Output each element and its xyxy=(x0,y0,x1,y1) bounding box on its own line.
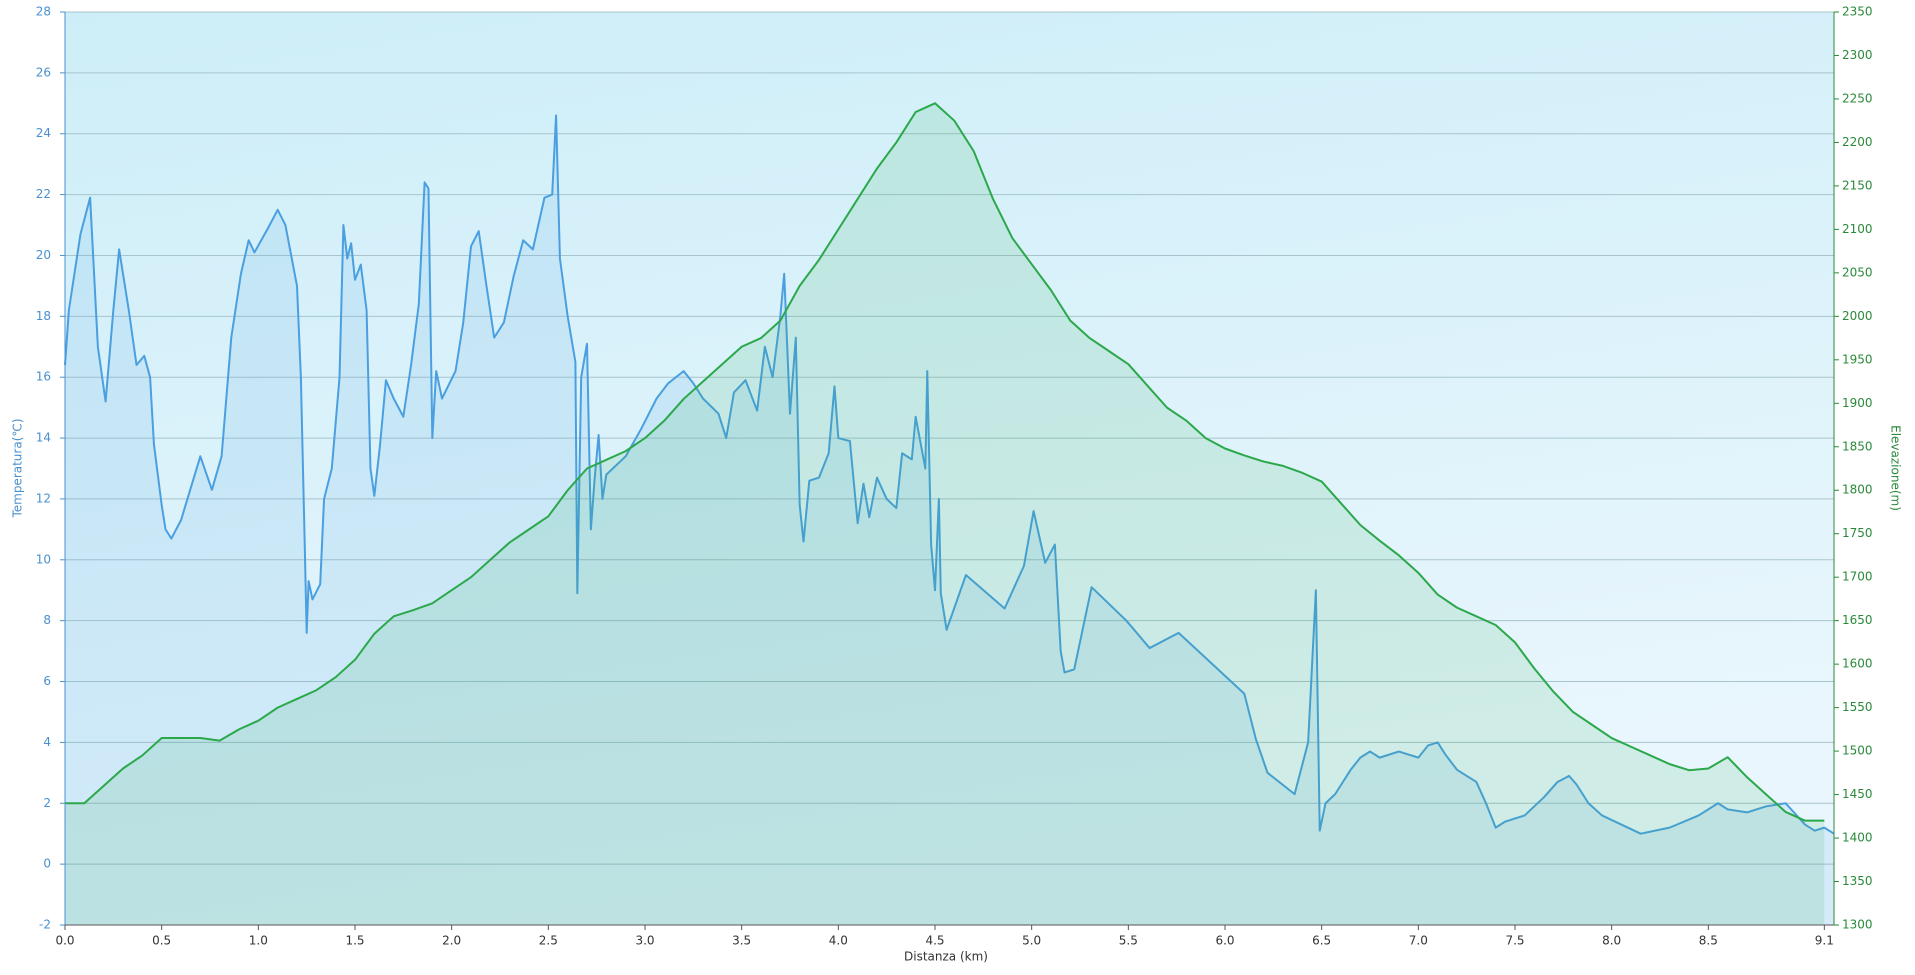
y-tick-label: 6 xyxy=(43,674,51,688)
y2-axis-title: Elevazione(m) xyxy=(1889,425,1903,511)
y-tick-label: 12 xyxy=(36,491,51,505)
x-tick-label: 8.5 xyxy=(1699,934,1718,948)
y-tick-label: -2 xyxy=(39,918,51,932)
x-tick-label: 9.1 xyxy=(1815,934,1834,948)
x-tick-label: 3.0 xyxy=(635,934,654,948)
x-tick-label: 5.5 xyxy=(1119,934,1138,948)
y2-tick-label: 1850 xyxy=(1842,439,1873,453)
x-tick-label: 7.5 xyxy=(1505,934,1524,948)
x-tick-label: 4.0 xyxy=(829,934,848,948)
y2-tick-label: 2350 xyxy=(1842,5,1873,19)
y2-tick-label: 2100 xyxy=(1842,222,1873,236)
x-tick-label: 7.0 xyxy=(1409,934,1428,948)
y-tick-label: 26 xyxy=(36,65,51,79)
y2-tick-label: 1600 xyxy=(1842,657,1873,671)
y2-tick-label: 2200 xyxy=(1842,135,1873,149)
y-tick-label: 28 xyxy=(36,5,51,19)
y-tick-label: 8 xyxy=(43,613,51,627)
x-tick-label: 3.5 xyxy=(732,934,751,948)
y-axis-title: Temperatura(℃) xyxy=(11,418,25,518)
x-tick-label: 1.0 xyxy=(249,934,268,948)
y2-tick-label: 2150 xyxy=(1842,178,1873,192)
plot-background xyxy=(65,12,1834,925)
y-tick-label: 4 xyxy=(43,735,51,749)
y2-tick-label: 1350 xyxy=(1842,874,1873,888)
y-tick-label: 24 xyxy=(36,126,51,140)
y2-tick-label: 2250 xyxy=(1842,91,1873,105)
y2-tick-label: 1300 xyxy=(1842,918,1873,932)
y2-tick-label: 1400 xyxy=(1842,831,1873,845)
area-fill xyxy=(65,115,1834,926)
x-tick-label: 0.0 xyxy=(55,934,74,948)
x-tick-label: 8.0 xyxy=(1602,934,1621,948)
data-line xyxy=(64,114,1835,835)
y-tick-label: 16 xyxy=(36,370,51,384)
y2-tick-label: 2000 xyxy=(1842,309,1873,323)
x-tick-label: 6.5 xyxy=(1312,934,1331,948)
x-tick-label: 4.5 xyxy=(925,934,944,948)
y2-tick-label: 1750 xyxy=(1842,526,1873,540)
y-tick-label: 14 xyxy=(36,431,51,445)
x-tick-label: 6.0 xyxy=(1215,934,1234,948)
y2-tick-label: 1800 xyxy=(1842,483,1873,497)
y2-tick-label: 1950 xyxy=(1842,352,1873,366)
y2-tick-label: 2050 xyxy=(1842,265,1873,279)
y-tick-label: 10 xyxy=(36,552,51,566)
area-fill xyxy=(65,103,1825,926)
y-tick-label: 0 xyxy=(43,857,51,871)
x-axis-title: Distanza (km) xyxy=(904,950,988,964)
y-tick-label: 2 xyxy=(43,796,51,810)
x-tick-label: 2.0 xyxy=(442,934,461,948)
y2-tick-label: 1700 xyxy=(1842,570,1873,584)
x-tick-label: 0.5 xyxy=(152,934,171,948)
x-tick-label: 2.5 xyxy=(539,934,558,948)
y2-tick-label: 1500 xyxy=(1842,744,1873,758)
x-tick-label: 5.0 xyxy=(1022,934,1041,948)
y2-tick-label: 1550 xyxy=(1842,700,1873,714)
y-tick-label: 18 xyxy=(36,309,51,323)
y-tick-label: 22 xyxy=(36,187,51,201)
y2-tick-label: 1650 xyxy=(1842,613,1873,627)
y2-tick-label: 2300 xyxy=(1842,48,1873,62)
y2-tick-label: 1450 xyxy=(1842,787,1873,801)
y2-tick-label: 1900 xyxy=(1842,396,1873,410)
x-tick-label: 1.5 xyxy=(345,934,364,948)
y-tick-label: 20 xyxy=(36,248,51,262)
data-line xyxy=(65,102,1825,822)
